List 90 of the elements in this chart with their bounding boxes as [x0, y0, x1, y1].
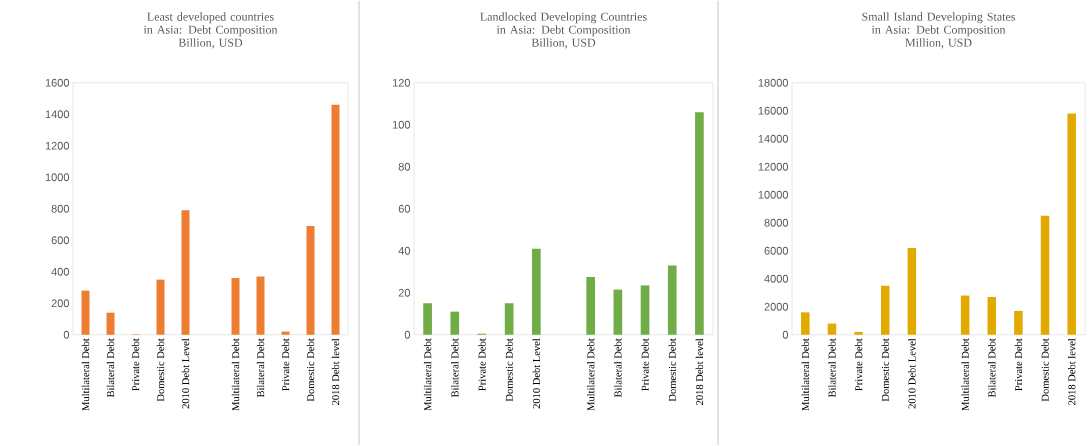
bar — [907, 248, 917, 335]
y-tick-label: 8000 — [764, 219, 789, 227]
y-tick-label: 12000 — [758, 163, 789, 171]
y-tick-label: 800 — [51, 205, 70, 213]
y-tick-label: 80 — [398, 163, 411, 171]
x-tick-label: Private Debt — [641, 338, 649, 392]
x-tick-label: 2018 Debt level — [695, 338, 704, 406]
x-tick-label: 2010 Debt Level — [908, 338, 916, 409]
x-tick-label: Private Debt — [281, 338, 290, 392]
y-tick-label: 1200 — [45, 142, 70, 150]
x-tick-label: Private Debt — [854, 338, 863, 392]
bar — [1040, 216, 1050, 335]
bar — [531, 248, 541, 335]
y-tick-label: 120 — [392, 79, 411, 87]
y-tick-label: 400 — [51, 268, 70, 276]
y-tick-label: 18000 — [758, 79, 789, 87]
x-tick-label: Multilateral Debt — [423, 338, 432, 411]
y-tick-label: 0 — [63, 331, 70, 339]
bar — [306, 226, 315, 335]
chart-title: Least developed countries in Asia: Debt Composition — [143, 12, 278, 37]
bar — [181, 210, 190, 335]
bar — [987, 297, 997, 335]
x-tick-label: Bilateral Debt — [828, 338, 836, 398]
x-tick-label: 2010 Debt Level — [532, 338, 541, 409]
chart-subtitle: Million, USD — [905, 38, 972, 49]
y-tick-label: 40 — [398, 247, 411, 255]
bar — [106, 312, 115, 335]
x-tick-label: Private Debt — [131, 338, 140, 392]
chart-subtitle: Billion, USD — [531, 38, 596, 49]
bar — [1067, 113, 1076, 335]
y-tick-label: 100 — [392, 121, 411, 129]
bar — [504, 303, 514, 335]
bar — [423, 303, 432, 335]
bar — [613, 289, 623, 335]
y-tick-label: 60 — [398, 205, 411, 213]
y-tick-label: 1400 — [45, 110, 70, 119]
bar — [827, 323, 837, 335]
bar — [450, 311, 460, 335]
x-tick-label: Domestic Debt — [1041, 338, 1049, 402]
bar — [331, 105, 340, 335]
x-tick-label: Domestic Debt — [881, 338, 889, 402]
bar — [1014, 311, 1023, 335]
x-tick-label: Domestic Debt — [156, 338, 165, 402]
bar — [880, 286, 890, 335]
x-tick-label: Bilateral Debt — [106, 338, 115, 398]
x-tick-label: 2018 Debt level — [1068, 338, 1076, 406]
x-tick-label: Multilateral Debt — [587, 338, 595, 411]
x-tick-label: Domestic Debt — [505, 338, 513, 402]
x-tick-label: Multilateral Debt — [81, 338, 90, 411]
bar — [960, 295, 970, 335]
y-tick-label: 1000 — [45, 173, 70, 182]
bar — [667, 265, 677, 335]
y-tick-label: 14000 — [758, 135, 789, 143]
bar — [854, 332, 863, 335]
bar — [281, 331, 290, 335]
bar — [231, 278, 240, 335]
x-tick-label: Multilateral Debt — [231, 338, 240, 411]
chart-title: Small Island Developing States in Asia: Debt Composition — [862, 12, 1016, 37]
y-tick-label: 2000 — [764, 303, 789, 311]
y-tick-label: 10000 — [758, 191, 789, 199]
x-tick-label: Private Debt — [1014, 338, 1023, 392]
bar — [256, 276, 265, 335]
bar — [156, 279, 165, 335]
chart-subtitle: Billion, USD — [178, 38, 243, 49]
x-tick-label: Bilateral Debt — [256, 338, 265, 398]
y-tick-label: 1600 — [45, 79, 70, 87]
bar — [695, 112, 704, 335]
y-tick-label: 0 — [404, 331, 411, 339]
x-tick-label: Multilateral Debt — [961, 338, 969, 411]
x-tick-label: Bilateral Debt — [451, 338, 459, 398]
y-tick-label: 600 — [51, 236, 70, 245]
chart-title: Landlocked Developing Countries in Asia: Debt Composition — [480, 12, 647, 37]
bar — [801, 312, 810, 335]
bar — [586, 277, 596, 335]
y-tick-label: 0 — [782, 331, 789, 339]
x-tick-label: 2018 Debt level — [331, 338, 340, 406]
y-tick-label: 200 — [51, 299, 70, 308]
y-tick-label: 16000 — [758, 107, 789, 115]
x-tick-label: Domestic Debt — [668, 338, 676, 402]
x-tick-label: Multilateral Debt — [801, 338, 810, 411]
x-tick-label: Domestic Debt — [306, 338, 315, 402]
x-tick-label: Bilateral Debt — [988, 338, 996, 398]
x-tick-label: Private Debt — [478, 338, 486, 392]
y-tick-label: 4000 — [764, 275, 789, 283]
y-tick-label: 20 — [398, 289, 411, 297]
bar — [640, 285, 650, 335]
bar — [81, 290, 90, 335]
y-tick-label: 6000 — [764, 247, 789, 255]
x-tick-label: Bilateral Debt — [614, 338, 622, 398]
x-tick-label: 2010 Debt Level — [181, 338, 190, 409]
